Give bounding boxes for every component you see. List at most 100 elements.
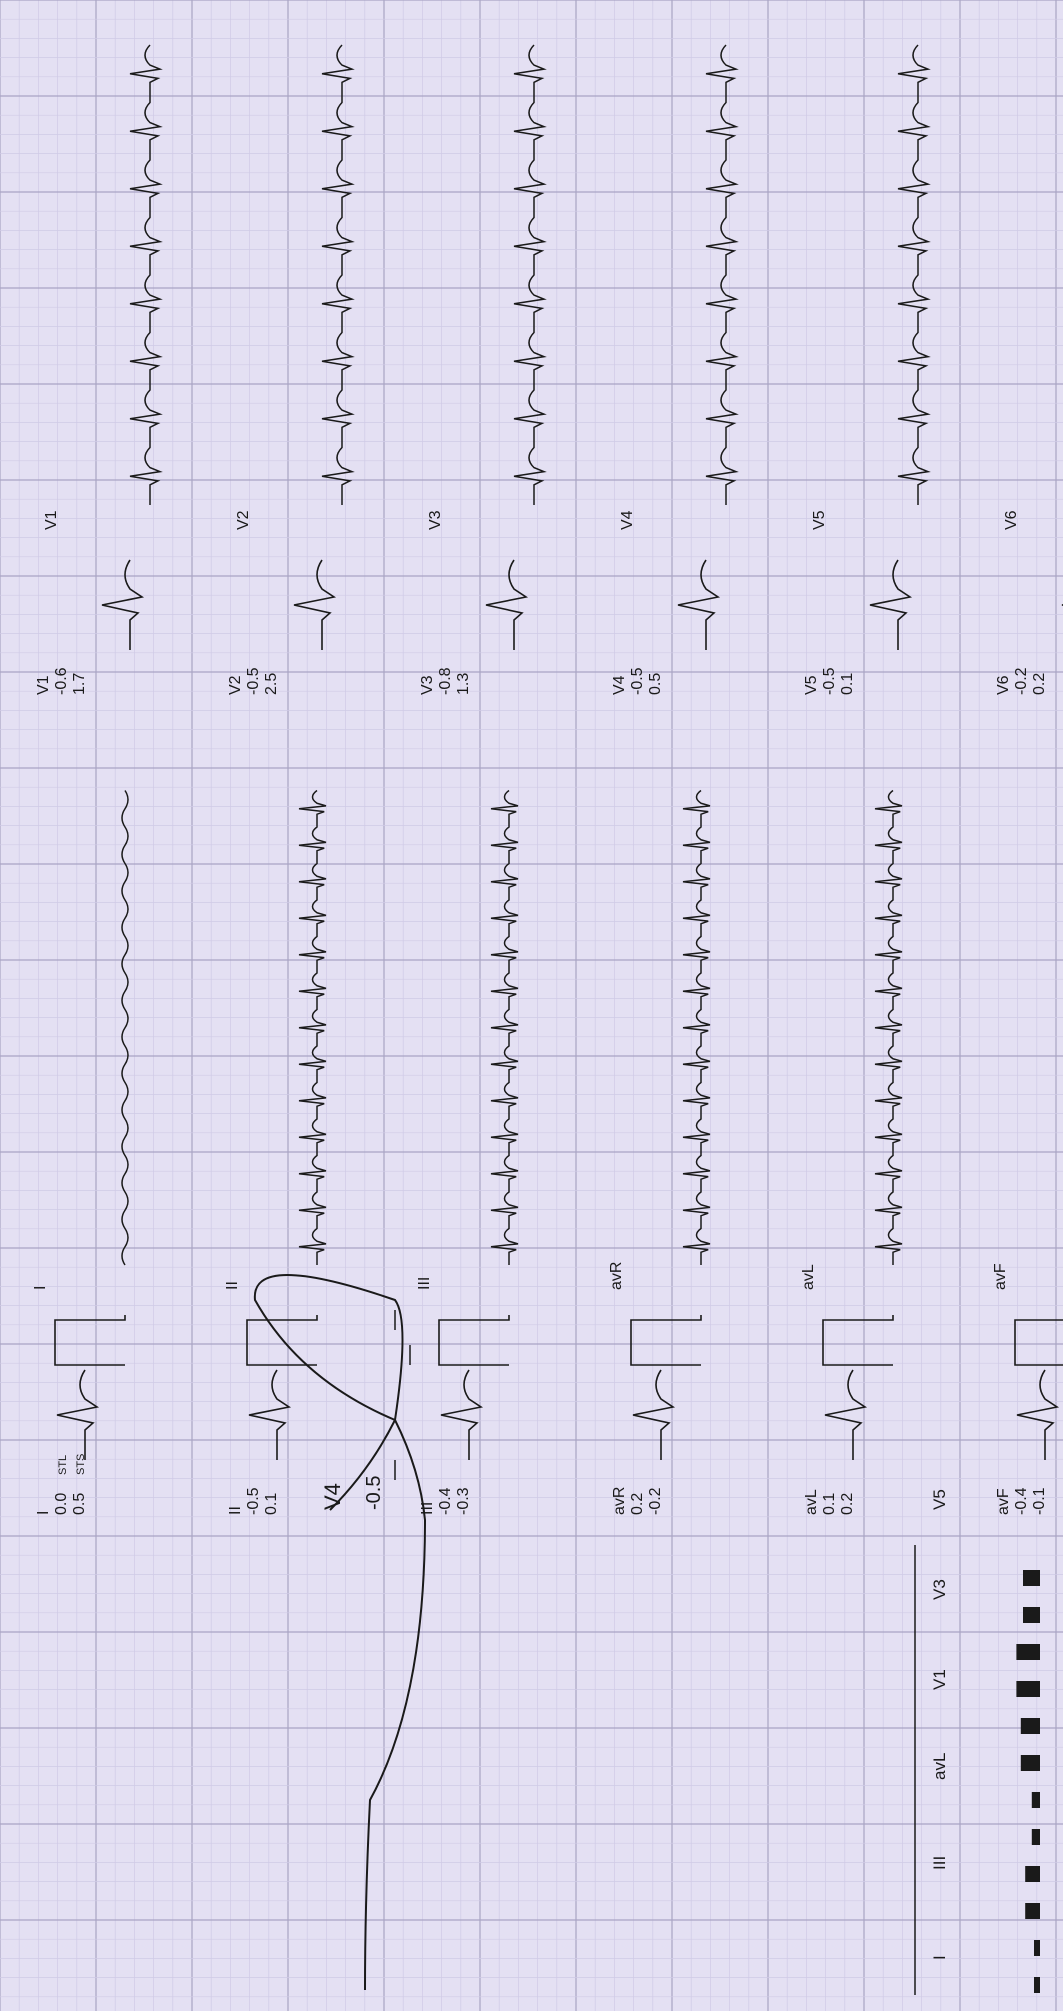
stl-value: -0.4 [437, 1487, 454, 1515]
lead-name-label: I [35, 1511, 52, 1515]
stl-value: -0.4 [1013, 1487, 1030, 1515]
stl-value: -0.6 [53, 667, 70, 695]
rhythm-strip-trace [121, 790, 129, 1266]
rhythm-strip-trace [513, 44, 547, 505]
sts-value: -0.3 [455, 1487, 472, 1515]
rhythm-strip-trace [682, 789, 711, 1265]
bar [1016, 1681, 1040, 1697]
rhythm-strip-trace [874, 789, 903, 1265]
zoom-lead-label: V4 [320, 1483, 345, 1510]
bar [1020, 1755, 1040, 1771]
calibration-pulse [246, 1315, 318, 1366]
rhythm-lead-label: avL [800, 1264, 817, 1290]
rhythm-lead-label: V2 [235, 510, 252, 530]
sts-value: 1.3 [455, 673, 472, 695]
bar [1031, 1792, 1040, 1808]
bar [1031, 1829, 1040, 1845]
chest-lead-v1: V1 -0.6 1.7V1 [35, 44, 163, 695]
sts-value: 0.2 [839, 1493, 856, 1515]
rhythm-strip-trace [321, 44, 355, 505]
stl-value: 0.2 [629, 1493, 646, 1515]
median-beat-trace [101, 559, 145, 650]
median-beat-trace [1016, 1369, 1060, 1460]
sts-value: 2.5 [263, 673, 280, 695]
median-beat-trace [869, 559, 913, 650]
lead-name-label: avR [611, 1487, 628, 1515]
median-beat-trace [56, 1369, 100, 1460]
rhythm-lead-label: V3 [427, 510, 444, 530]
bar [1023, 1570, 1040, 1586]
median-beat-trace [677, 559, 721, 650]
lead-name-label: V3 [419, 675, 436, 695]
sts-row-label: STS [75, 1454, 87, 1475]
lead-name-label: II [227, 1506, 244, 1515]
lead-name-label: III [419, 1502, 436, 1515]
zoom-trace [253, 1274, 427, 1991]
rhythm-lead-label: V1 [43, 510, 60, 530]
lead-name-label: avF [995, 1488, 1012, 1515]
calibration-pulse [630, 1315, 702, 1366]
lead-name-label: avL [803, 1489, 820, 1515]
bar-chart-label: V1 [930, 1669, 949, 1690]
rhythm-lead-label: II [224, 1281, 241, 1290]
calibration-pulse [438, 1315, 510, 1366]
stl-value: 0.0 [53, 1493, 70, 1515]
bar [1034, 1940, 1040, 1956]
bar-chart-label: I [930, 1955, 949, 1960]
stl-value: 0.1 [821, 1493, 838, 1515]
rhythm-lead-label: III [416, 1277, 433, 1290]
chest-lead-v6: V6 -0.2 0.2V6 [995, 510, 1063, 695]
limb-lead-ii: II -0.5 0.1II [224, 789, 327, 1515]
rhythm-lead-label: I [32, 1286, 49, 1290]
rhythm-strip-trace [298, 789, 327, 1265]
stl-value: -0.5 [245, 1487, 262, 1515]
chest-lead-v2: V2 -0.5 2.5V2 [227, 44, 355, 695]
rhythm-strip-trace [705, 44, 739, 505]
bar [1025, 1903, 1040, 1919]
median-beat-trace [440, 1369, 484, 1460]
rhythm-lead-label: V5 [811, 510, 828, 530]
chest-lead-v5: V5 -0.5 0.1V5 [803, 44, 931, 695]
bar [1025, 1866, 1040, 1882]
zoom-value: -0.5 [363, 1476, 385, 1510]
sts-value: -0.1 [1031, 1487, 1048, 1515]
sts-value: 1.7 [71, 673, 88, 695]
sts-value: 0.1 [839, 673, 856, 695]
bar-chart-label: V3 [930, 1579, 949, 1600]
median-beat-trace [632, 1369, 676, 1460]
median-beat-trace [248, 1369, 292, 1460]
bar [1020, 1718, 1040, 1734]
bar [1016, 1644, 1040, 1660]
sts-value: 0.2 [1031, 673, 1048, 695]
rhythm-strip-trace [129, 44, 163, 505]
stl-row-label: STL [57, 1455, 69, 1475]
sts-value: 0.5 [71, 1493, 88, 1515]
median-beat-trace [485, 559, 529, 650]
sts-value: 0.1 [263, 1493, 280, 1515]
calibration-pulse [822, 1315, 894, 1366]
rhythm-lead-label: avF [992, 1263, 1009, 1290]
sts-value: -0.2 [647, 1487, 664, 1515]
median-beat-trace [824, 1369, 868, 1460]
stl-value: -0.5 [821, 667, 838, 695]
rhythm-strip-trace [490, 789, 519, 1265]
calibration-pulse [1014, 1319, 1063, 1366]
zoom-panel: V4 -0.5 [253, 1274, 427, 1991]
rhythm-lead-label: V6 [1003, 510, 1020, 530]
stl-value: -0.2 [1013, 667, 1030, 695]
rhythm-lead-label: V4 [619, 510, 636, 530]
sts-value: 0.5 [647, 673, 664, 695]
stl-value: -0.5 [245, 667, 262, 695]
bar-chart-label: avL [930, 1753, 949, 1780]
rhythm-lead-label: avR [608, 1262, 625, 1290]
lead-name-label: V2 [227, 675, 244, 695]
